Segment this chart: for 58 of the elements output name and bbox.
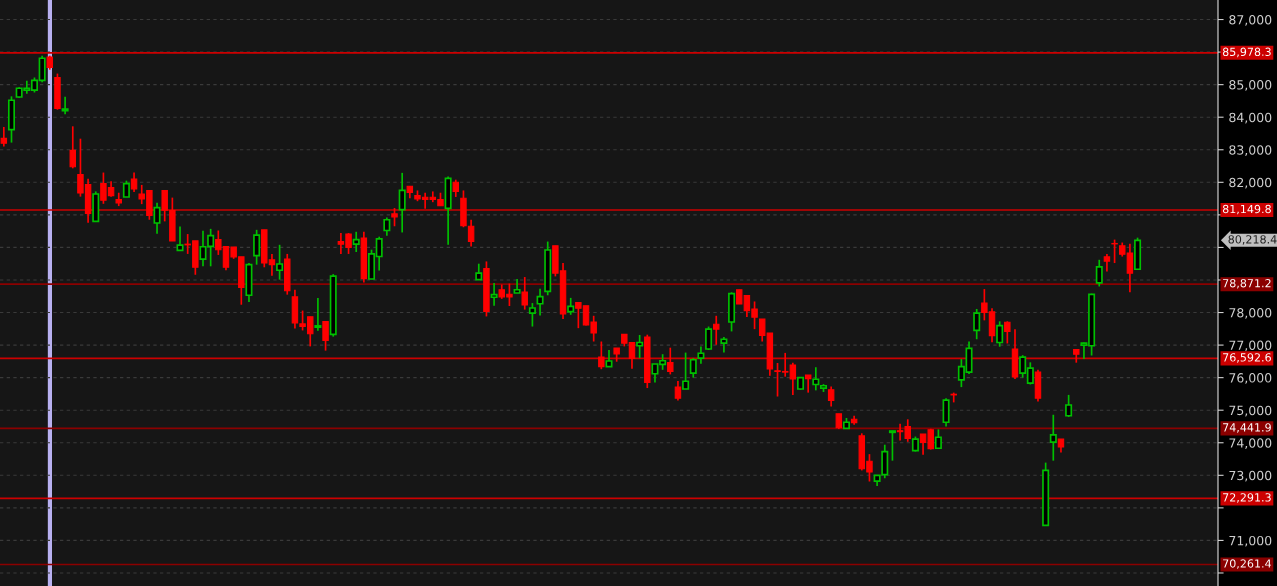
- y-tick-label: 84,000: [1229, 112, 1272, 124]
- y-tick-label: 87,000: [1229, 15, 1272, 26]
- candlestick: [705, 325, 713, 351]
- candlestick: [398, 172, 406, 234]
- ref-line-label: 78,871.2: [1223, 278, 1271, 289]
- ref-line-label: 76,592.6: [1223, 353, 1271, 363]
- candlestick: [812, 366, 820, 392]
- candlestick: [942, 397, 950, 428]
- y-tick-label: 78,000: [1229, 308, 1272, 319]
- candlestick: [0, 126, 8, 148]
- candlestick: [598, 340, 605, 371]
- candlestick: [674, 380, 682, 402]
- ref-line-label: 72,291.3: [1223, 493, 1271, 503]
- candlestick: [682, 351, 690, 390]
- candlestick: [667, 346, 674, 376]
- candlestick: [827, 385, 835, 408]
- candlestick: [521, 276, 528, 311]
- y-tick-label: 73,000: [1229, 470, 1272, 482]
- candlestick: [69, 125, 77, 170]
- candlestick: [276, 243, 284, 281]
- candlestick: [713, 314, 720, 346]
- candlestick: [391, 207, 398, 228]
- y-tick-label: 76,000: [1229, 373, 1272, 384]
- candlestick: [934, 428, 942, 450]
- ref-line-label: 85,978.3: [1222, 47, 1271, 58]
- candlestick: [176, 225, 184, 252]
- candlestick: [130, 171, 138, 193]
- candlestick: [253, 229, 261, 266]
- candlestick: [888, 429, 896, 462]
- candlestick: [383, 216, 391, 237]
- candlestick: [528, 302, 536, 328]
- y-tick-label: 74,000: [1229, 438, 1272, 449]
- candlestick: [490, 282, 498, 307]
- candlestick: [352, 230, 360, 253]
- candlestick: [1095, 258, 1103, 288]
- y-tick-label: 83,000: [1229, 145, 1272, 156]
- y-tick-label: 75,000: [1229, 405, 1272, 417]
- candlestick: [314, 297, 322, 332]
- ref-line-label: 70,261.4: [1223, 559, 1272, 569]
- candlestick: [636, 334, 644, 359]
- candlestick: [536, 287, 544, 317]
- ref-line-label: 74,441.9: [1223, 423, 1271, 433]
- y-tick-label: 71,000: [1229, 535, 1272, 547]
- candlestick: [1049, 413, 1057, 462]
- candlestick: [804, 374, 812, 394]
- ref-line-label: 81,149.8: [1222, 204, 1271, 215]
- y-tick-label: 77,000: [1229, 340, 1272, 352]
- text: 80,218.4: [1228, 235, 1277, 245]
- candlestick: [1004, 320, 1011, 345]
- candlestick: [689, 357, 697, 379]
- candlestick: [322, 320, 329, 352]
- candlestick: [61, 95, 69, 116]
- candlestick: [153, 201, 161, 235]
- candlestick: [996, 320, 1004, 348]
- candlestick: [467, 218, 475, 248]
- candlestick: [973, 308, 981, 341]
- y-tick-label: 82,000: [1229, 177, 1272, 189]
- y-tick-label: 85,000: [1229, 80, 1272, 91]
